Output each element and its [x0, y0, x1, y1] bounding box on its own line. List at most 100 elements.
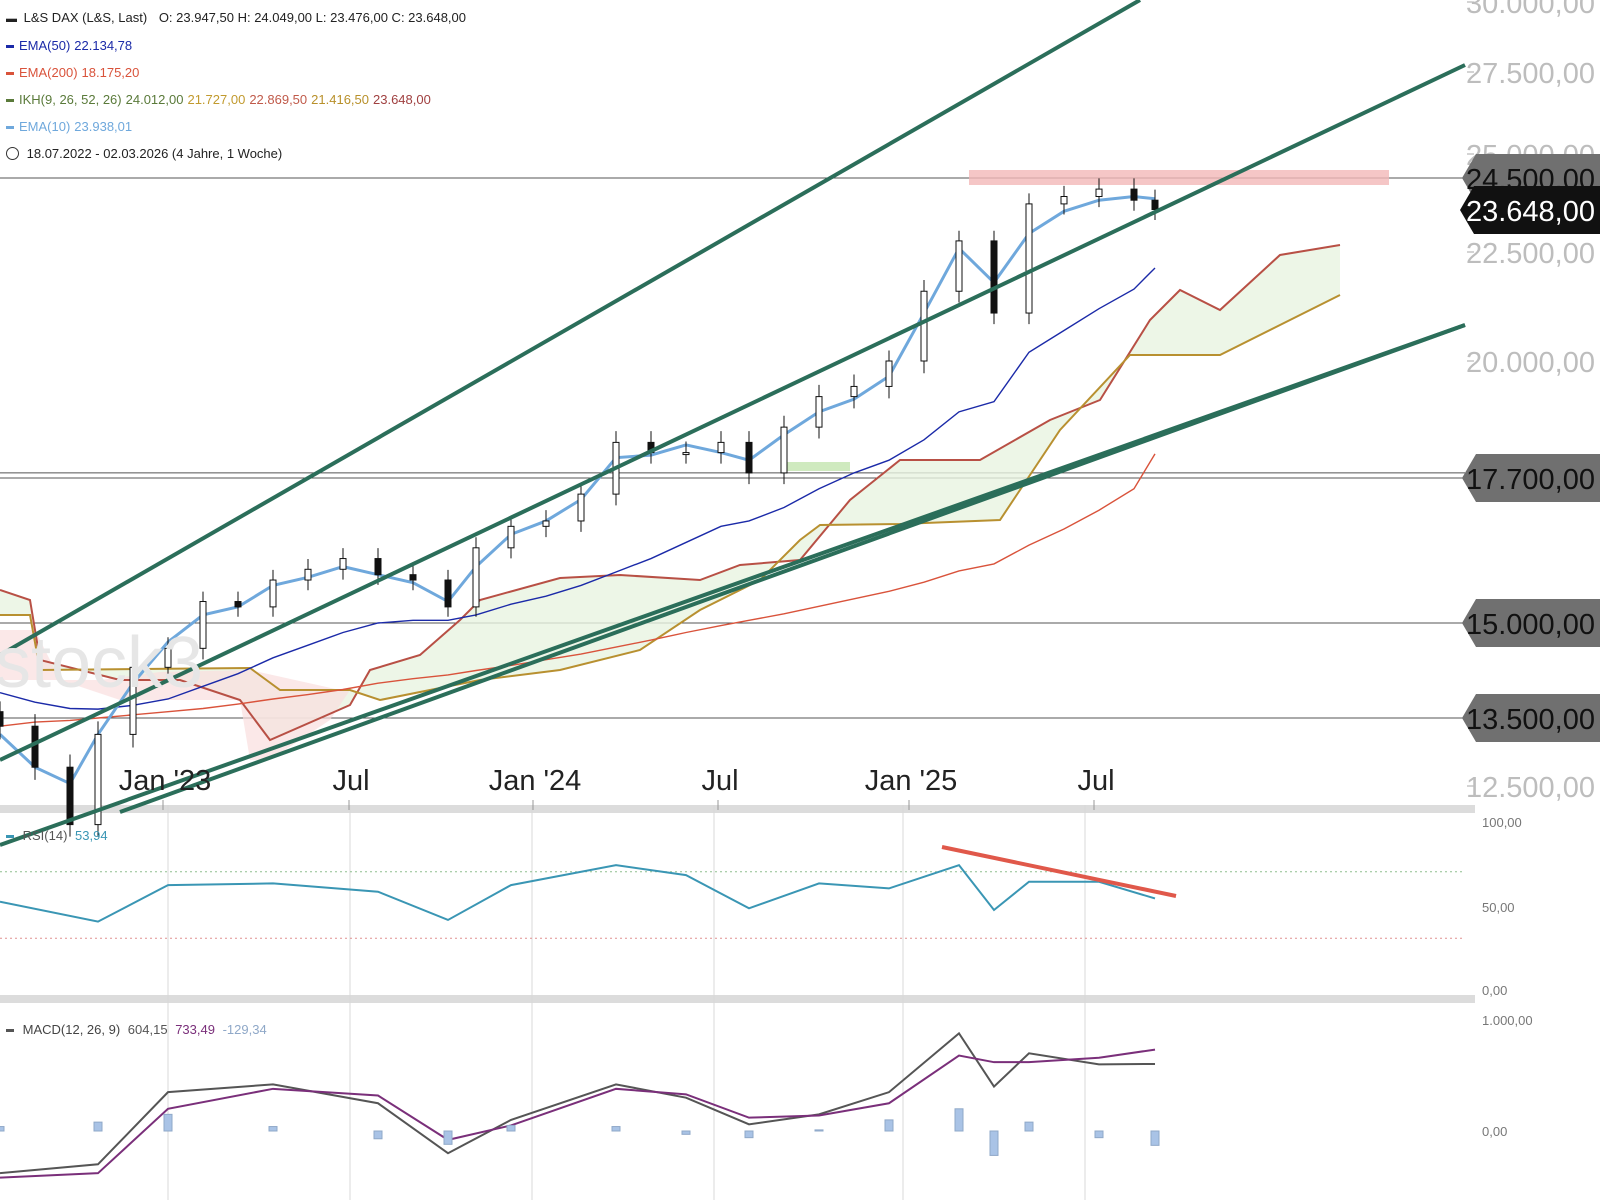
indicator-value: 22.869,50 [249, 92, 308, 107]
period-text: 18.07.2022 - 02.03.2026 (4 Jahre, 1 Woch… [26, 146, 283, 161]
channel-line [0, 63, 1466, 762]
candle-body [1151, 199, 1159, 211]
candle [164, 637, 172, 679]
candle-body [129, 666, 137, 735]
candle-body [682, 452, 690, 456]
indicator-value: 22.134,78 [74, 38, 133, 53]
candle-body [374, 558, 382, 576]
indicator-label: IKH(9, 26, 52, 26) [19, 92, 122, 107]
macd-swatch [6, 1029, 14, 1033]
candle [815, 384, 823, 439]
price-tag-label: 17.700,00 [1466, 464, 1595, 496]
macd-histogram-bar [0, 1126, 5, 1132]
candle [94, 721, 102, 837]
channel-line [0, 0, 1141, 657]
price-label: 12.500,00 [1466, 772, 1595, 804]
clock-icon [6, 147, 19, 160]
rsi-swatch [6, 835, 14, 839]
rsi-tick-label: 0,00 [1482, 983, 1507, 998]
candle [717, 431, 725, 464]
macd-histogram-bar [681, 1130, 691, 1135]
macd-histogram-bar [1094, 1130, 1104, 1139]
time-label: Jan '23 [119, 765, 212, 797]
time-axis: Jan '23 Jul Jan '24 Jul Jan '25 Jul [119, 765, 1115, 810]
macd-panel: 1.000,00 0,00 [0, 1013, 1533, 1179]
candle-body [990, 240, 998, 314]
macd-histogram-bar [954, 1108, 964, 1132]
rsi-legend: RSI(14) 53,94 [6, 828, 108, 843]
macd-histogram-bar [443, 1130, 453, 1145]
candle [129, 656, 137, 748]
indicator-label: EMA(10) [19, 119, 71, 134]
candle [0, 701, 4, 740]
panel-separator [0, 805, 1475, 813]
rsi-label: RSI(14) [22, 828, 68, 843]
candle-body [885, 360, 893, 387]
candle [920, 279, 928, 374]
indicator-swatch [6, 72, 14, 76]
time-label: Jan '25 [865, 765, 958, 797]
macd-legend: MACD(12, 26, 9) 604,15 733,49 -129,34 [6, 1022, 267, 1037]
price-tag [1462, 454, 1600, 502]
candle-body [304, 568, 312, 581]
candle-body [850, 385, 858, 398]
candle-body [66, 766, 74, 826]
macd-tick-label: 1.000,00 [1482, 1013, 1533, 1028]
macd-histogram-bar [989, 1130, 999, 1156]
candle-body [745, 441, 753, 474]
macd-histogram-bar [373, 1130, 383, 1140]
macd-histogram-bar [163, 1113, 173, 1132]
candle [1060, 185, 1068, 215]
candle [199, 591, 207, 660]
candle-body [1025, 203, 1033, 314]
current-price-label: 23.648,00 [1466, 196, 1595, 228]
candle [31, 714, 39, 780]
candle-body [164, 647, 172, 668]
indicator-swatch [6, 99, 14, 103]
resistance-zone [969, 170, 1389, 185]
macd-histogram-bar [884, 1119, 894, 1132]
indicator-legend-item: EMA(50) 22.134,78 [6, 38, 132, 53]
candle [1025, 193, 1033, 325]
candle-body [31, 725, 39, 768]
candle-body [1130, 188, 1138, 201]
candlestick-icon: ▬ [6, 13, 17, 25]
candle [269, 569, 277, 617]
indicator-value: 24.012,00 [125, 92, 184, 107]
indicator-value: 18.175,20 [81, 65, 140, 80]
candle [507, 515, 515, 559]
candle [1151, 189, 1159, 221]
candle-body [780, 426, 788, 474]
time-label: Jul [332, 765, 369, 797]
candle [682, 441, 690, 464]
candle-body [409, 574, 417, 581]
macd-value-1: 733,49 [175, 1022, 215, 1037]
indicator-legend-item: EMA(200) 18.175,20 [6, 65, 139, 80]
senkou-span-b [0, 294, 1341, 702]
candle-body [1060, 196, 1068, 205]
chart-header: ▬ L&S DAX (L&S, Last) O: 23.947,50 H: 24… [6, 10, 466, 25]
rsi-tick-label: 100,00 [1482, 815, 1522, 830]
cloud-green-marker [785, 462, 850, 471]
price-tag [1462, 599, 1600, 647]
candles [0, 178, 1159, 837]
indicator-label: EMA(200) [19, 65, 78, 80]
candle [745, 431, 753, 485]
candle [234, 591, 242, 617]
price-axis: 30.000,0027.500,0025.000,0024.500,0023.6… [1460, 0, 1600, 804]
indicator-legend-item: IKH(9, 26, 52, 26) 24.012,00 21.727,00 22.8… [6, 92, 431, 107]
candle [542, 510, 550, 538]
time-label: Jan '24 [489, 765, 582, 797]
grid [0, 170, 1475, 1200]
candle [850, 374, 858, 409]
price-label: 27.500,00 [1466, 58, 1595, 90]
price-label: 22.500,00 [1466, 238, 1595, 270]
period-legend: 18.07.2022 - 02.03.2026 (4 Jahre, 1 Woch… [6, 146, 282, 161]
candle [409, 564, 417, 591]
indicator-value: 21.727,00 [187, 92, 246, 107]
time-label: Jul [1077, 765, 1114, 797]
price-tag [1462, 694, 1600, 742]
candle [66, 754, 74, 837]
chart-title: L&S DAX (L&S, Last) [23, 10, 148, 25]
